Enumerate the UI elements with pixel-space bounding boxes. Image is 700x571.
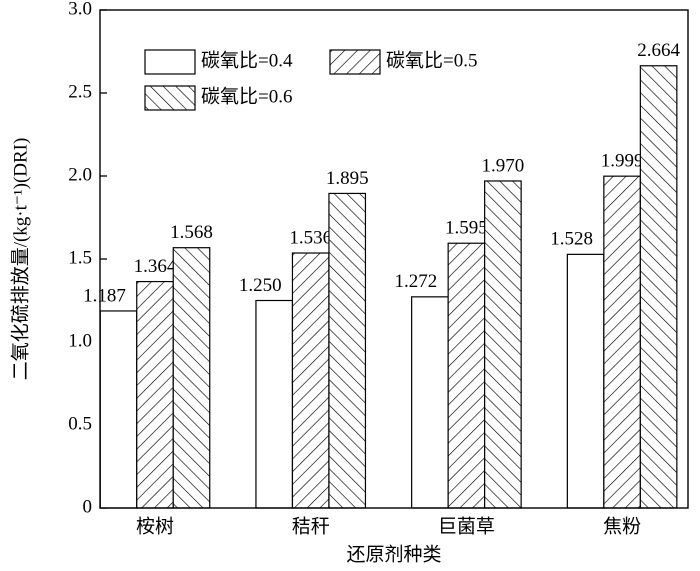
bar xyxy=(484,180,522,509)
x-axis-label: 还原剂种类 xyxy=(346,543,441,565)
legend-label: 碳氧比=0.6 xyxy=(201,85,292,107)
value-label: 1.536 xyxy=(289,227,332,248)
y-tick-label: 1.0 xyxy=(68,330,92,351)
y-tick-label: 2.5 xyxy=(68,81,92,102)
x-tick-label: 桉树 xyxy=(136,515,174,537)
bar xyxy=(255,299,294,509)
bar xyxy=(328,192,367,509)
value-label: 1.272 xyxy=(395,271,438,292)
y-tick-label: 0 xyxy=(83,496,93,517)
plot-frame xyxy=(99,9,689,509)
bar xyxy=(99,310,138,509)
bar xyxy=(291,252,330,509)
bar xyxy=(603,175,641,509)
x-tick-label: 焦粉 xyxy=(603,515,641,537)
value-label: 1.970 xyxy=(482,155,525,176)
value-label: 1.895 xyxy=(326,168,369,189)
value-label: 2.664 xyxy=(637,40,680,61)
legend-label: 碳氧比=0.5 xyxy=(386,49,477,71)
value-label: 1.187 xyxy=(83,285,126,306)
bar xyxy=(447,242,486,509)
x-tick-label: 秸秆 xyxy=(292,515,330,537)
bar xyxy=(172,247,211,509)
y-tick-label: 3.0 xyxy=(68,0,92,19)
legend-swatch xyxy=(329,49,381,75)
value-label: 1.595 xyxy=(445,218,488,239)
y-axis-label: 二氧化硫排放量/(kg·t⁻¹)(DRI) xyxy=(9,138,31,381)
y-tick-label: 1.5 xyxy=(68,247,92,268)
value-label: 1.999 xyxy=(601,151,644,172)
bar xyxy=(566,253,605,509)
legend-label: 碳氧比=0.4 xyxy=(201,49,293,71)
y-tick-label: 0.5 xyxy=(68,413,92,434)
value-label: 1.250 xyxy=(239,275,282,296)
value-label: 1.364 xyxy=(134,256,177,277)
bar xyxy=(136,280,174,509)
bar xyxy=(639,65,678,509)
bar xyxy=(411,296,449,509)
legend-swatch xyxy=(144,49,196,75)
x-tick-label: 巨菌草 xyxy=(438,515,495,537)
legend-swatch xyxy=(144,85,196,111)
y-tick-label: 2.0 xyxy=(68,164,92,185)
value-label: 1.568 xyxy=(170,222,213,243)
value-label: 1.528 xyxy=(550,229,593,250)
